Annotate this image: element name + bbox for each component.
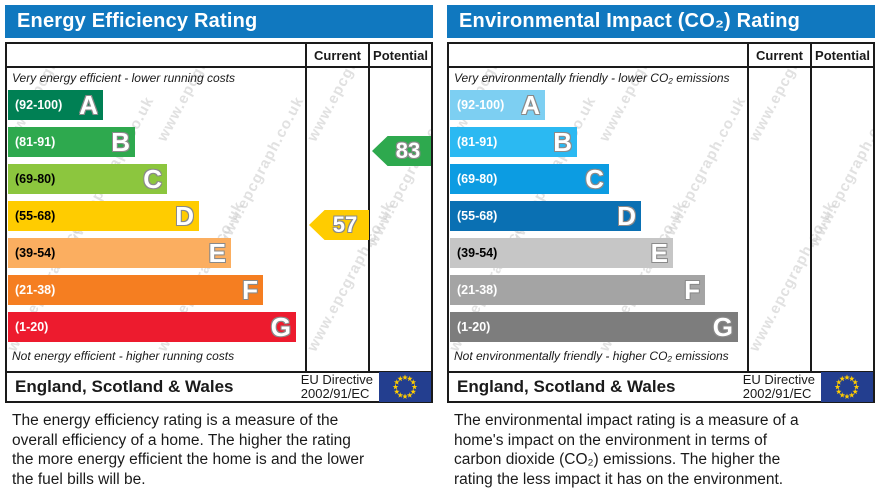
current-column <box>747 68 810 371</box>
eu-flag-icon <box>821 372 873 402</box>
eu-flag-icon <box>379 372 431 402</box>
band-c: (69-80) C <box>450 164 609 194</box>
eu-directive-line2: 2002/91/EC <box>742 386 812 401</box>
band-letter: C <box>585 164 604 194</box>
band-range: (39-54) <box>15 246 56 260</box>
band-range: (55-68) <box>15 209 56 223</box>
panel-title: Energy Efficiency Rating <box>5 5 433 38</box>
top-caption: Very energy efficient - lower running co… <box>12 71 235 85</box>
band-b: (81-91) B <box>450 127 577 157</box>
band-chart: Very energy efficient - lower running co… <box>7 68 305 371</box>
potential-rating-value: 83 <box>395 138 421 163</box>
band-g: (1-20) G <box>450 312 738 342</box>
band-range: (55-68) <box>457 209 498 223</box>
potential-rating-arrow: 83 <box>372 136 431 166</box>
panel-description: The environmental impact rating is a mea… <box>454 412 799 488</box>
band-chart: Very environmentally friendly - lower CO… <box>449 68 747 371</box>
table-body: www.epcgraph.co.uk www.epcgraph.co.uk www.… <box>449 68 873 371</box>
eu-directive-label: EU Directive 2002/91/EC <box>743 373 815 401</box>
band-range: (1-20) <box>15 320 49 334</box>
band-range: (21-38) <box>457 283 498 297</box>
energy-efficiency-panel: Energy Efficiency Rating Current Potenti… <box>5 5 433 489</box>
band-letter: G <box>270 312 291 342</box>
band-range: (69-80) <box>15 172 56 186</box>
band-letter: E <box>208 238 226 268</box>
panel-title: Environmental Impact (CO₂) Rating <box>447 5 875 38</box>
potential-column-header: Potential <box>810 44 873 66</box>
table-header-row: Current Potential <box>449 44 873 68</box>
band-letter: B <box>111 127 130 157</box>
region-label: England, Scotland & Wales <box>15 377 234 396</box>
band-f: (21-38) F <box>450 275 705 305</box>
eu-directive-label: EU Directive 2002/91/EC <box>301 373 373 401</box>
band-letter: G <box>712 312 733 342</box>
current-rating-arrow: 57 <box>309 210 369 240</box>
band-range: (92-100) <box>457 98 505 112</box>
band-letter: A <box>521 90 540 120</box>
band-a: (92-100) A <box>8 90 103 120</box>
current-column-header: Current <box>747 44 810 66</box>
panel-description: The energy efficiency rating is a measur… <box>12 412 365 488</box>
table-footer: England, Scotland & Wales EU Directive 2… <box>7 371 431 402</box>
band-d: (55-68) D <box>450 201 641 231</box>
band-e: (39-54) E <box>450 238 673 268</box>
band-f: (21-38) F <box>8 275 263 305</box>
band-e: (39-54) E <box>8 238 231 268</box>
top-caption: Very environmentally friendly - lower CO… <box>454 71 730 85</box>
band-range: (39-54) <box>457 246 498 260</box>
band-g: (1-20) G <box>8 312 296 342</box>
band-range: (21-38) <box>15 283 56 297</box>
potential-column-header: Potential <box>368 44 431 66</box>
band-letter: E <box>650 238 668 268</box>
band-letter: D <box>617 201 636 231</box>
band-range: (92-100) <box>15 98 63 112</box>
band-letter: A <box>79 90 98 120</box>
band-b: (81-91) B <box>8 127 135 157</box>
table-header-row: Current Potential <box>7 44 431 68</box>
potential-column <box>810 68 873 371</box>
band-d: (55-68) D <box>8 201 199 231</box>
bottom-caption: Not environmentally friendly - higher CO… <box>454 349 729 363</box>
band-letter: F <box>242 275 258 305</box>
band-a: (92-100) A <box>450 90 545 120</box>
band-letter: B <box>553 127 572 157</box>
band-range: (1-20) <box>457 320 491 334</box>
band-letter: D <box>175 201 194 231</box>
bottom-caption: Not energy efficient - higher running co… <box>12 349 235 363</box>
band-range: (69-80) <box>457 172 498 186</box>
rating-table: Current Potential www.epcgraph.co.uk www.… <box>5 42 433 403</box>
eu-directive-line2: 2002/91/EC <box>300 386 370 401</box>
rating-table: Current Potential www.epcgraph.co.uk www.… <box>447 42 875 403</box>
band-range: (81-91) <box>15 135 56 149</box>
region-label: England, Scotland & Wales <box>457 377 676 396</box>
current-column-header: Current <box>305 44 368 66</box>
band-c: (69-80) C <box>8 164 167 194</box>
header-spacer <box>7 44 305 66</box>
table-footer: England, Scotland & Wales EU Directive 2… <box>449 371 873 402</box>
band-range: (81-91) <box>457 135 498 149</box>
eu-directive-line1: EU Directive <box>300 372 373 387</box>
table-body: www.epcgraph.co.uk www.epcgraph.co.uk www.… <box>7 68 431 371</box>
eu-directive-line1: EU Directive <box>742 372 815 387</box>
band-letter: F <box>684 275 700 305</box>
band-letter: C <box>143 164 162 194</box>
environmental-impact-panel: Environmental Impact (CO₂) Rating Curren… <box>447 5 875 489</box>
current-column: 57 <box>305 68 369 371</box>
potential-column: 83 <box>368 68 431 371</box>
current-rating-value: 57 <box>332 212 358 237</box>
header-spacer <box>449 44 747 66</box>
